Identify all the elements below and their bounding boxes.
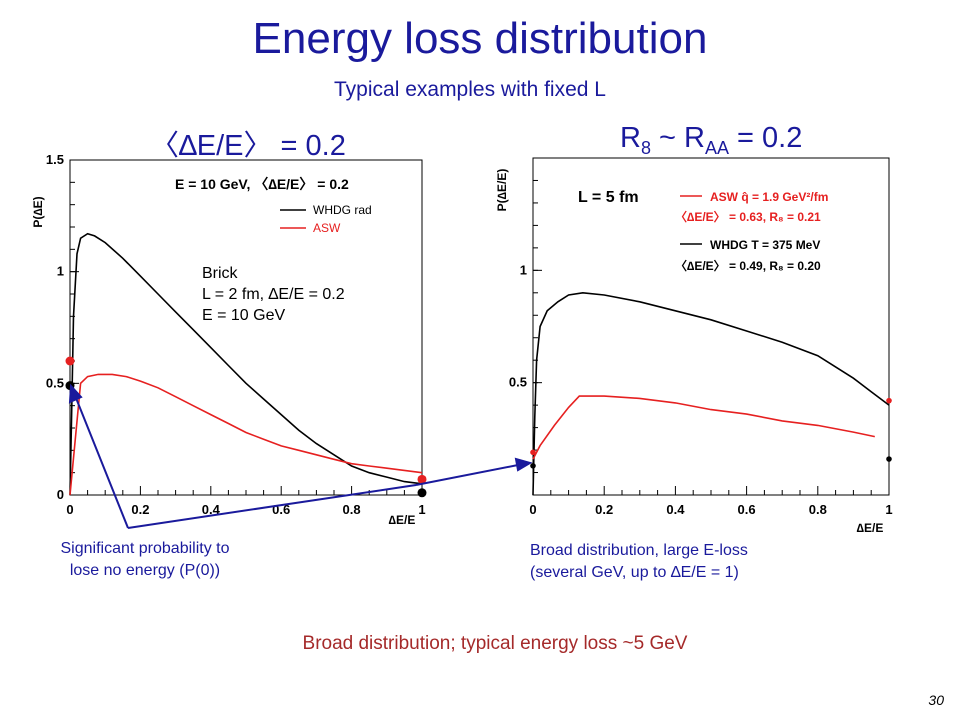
right-callout-line-1: Broad distribution, large E-loss (530, 542, 748, 559)
left-series-1-p1-marker (417, 474, 427, 484)
brick-line-1: Brick (202, 265, 238, 282)
right-legend-title: L = 5 fm (578, 189, 639, 206)
brick-annotation: Brick L = 2 fm, ∆E/E = 0.2 E = 10 GeV (202, 263, 345, 326)
right-y-tick-label: 0.5 (509, 375, 527, 390)
left-y-tick-label: 1 (57, 264, 64, 279)
left-y-tick-label: 0 (57, 487, 64, 502)
left-series-line-0 (69, 232, 423, 496)
left-y-axis-label: P(∆E) (31, 196, 45, 227)
brick-line-3: E = 10 GeV (202, 307, 286, 324)
right-series-line-1 (532, 395, 875, 460)
right-x-tick-label: 0.6 (738, 502, 756, 517)
footer-note: Broad distribution; typical energy loss … (302, 633, 688, 654)
left-series-line-1 (69, 373, 423, 496)
left-y-tick-label: 1.5 (46, 152, 64, 167)
left-legend-whdg: WHDG rad (313, 203, 372, 217)
right-y-tick-label: 1 (520, 262, 527, 277)
right-x-tick-label: 0.4 (666, 502, 685, 517)
brick-line-2: L = 2 fm, ∆E/E = 0.2 (202, 286, 345, 303)
heading-sub-8: 8 (640, 137, 651, 158)
left-series-1-p0-marker (65, 356, 75, 366)
right-legend-line-3: WHDG T = 375 MeV (710, 238, 820, 252)
right-series-0-p0-marker (530, 462, 536, 469)
left-x-tick-label: 0.2 (131, 502, 149, 517)
connector-line (127, 484, 417, 529)
right-ticks: 0 0.2 0.4 0.6 0.8 1 0.5 1 (509, 179, 893, 517)
slide-subtitle: Typical examples with fixed L (334, 78, 606, 101)
left-ticks: 0 0.2 0.4 0.6 0.8 100.511.5 (46, 152, 426, 517)
left-callout: Significant probability to lose no energ… (20, 538, 270, 582)
right-plot-frame (532, 157, 890, 496)
right-series-line-0 (532, 291, 890, 496)
callout-arrows (68, 383, 533, 529)
right-series-1-p1-marker (886, 397, 892, 404)
right-y-axis-label: P(∆E/E) (495, 169, 509, 212)
heading-value: = 0.2 (728, 122, 803, 154)
slide-number: 30 (928, 692, 944, 708)
right-x-tick-label: 0 (529, 502, 536, 517)
right-x-tick-label: 1 (885, 502, 892, 517)
right-series (530, 291, 892, 496)
left-x-tick-label: 1 (418, 502, 425, 517)
left-legend-title: E = 10 GeV, 〈∆E/E〉 = 0.2 (175, 176, 349, 192)
left-panel-heading: 〈∆E/E〉 = 0.2 (150, 130, 346, 162)
slide-title: Energy loss distribution (252, 14, 708, 63)
right-chart: 0 0.2 0.4 0.6 0.8 1 0.5 1 P(∆E/E) ∆E/E L = 5 fm… (495, 157, 893, 535)
left-legend-asw: ASW (313, 221, 341, 235)
right-callout: Broad distribution, large E-loss (severa… (530, 540, 830, 584)
left-callout-line-2: lose no energy (P(0)) (69, 562, 221, 579)
heading-r: R (620, 122, 641, 154)
right-x-axis-label: ∆E/E (857, 521, 884, 535)
arrow-head-left (68, 383, 83, 404)
right-callout-line-2: (several GeV, up to ∆E/E = 1) (530, 564, 739, 581)
right-series-0-p1-marker (886, 456, 892, 462)
left-x-axis-label: ∆E/E (389, 513, 416, 527)
right-series-1-p0-marker (530, 449, 536, 456)
right-legend-line-4: 〈∆E/E〉 = 0.49, R₈ = 0.20 (675, 258, 821, 273)
left-series-0-p1-marker (417, 488, 427, 498)
left-callout-line-1: Significant probability to (60, 540, 230, 557)
right-x-tick-label: 0.8 (809, 502, 827, 517)
left-x-tick-label: 0 (66, 502, 73, 517)
right-legend-line-2: 〈∆E/E〉 = 0.63, R₈ = 0.21 (675, 209, 821, 224)
arrow-to-left-p0 (75, 397, 129, 529)
left-x-tick-label: 0.8 (343, 502, 361, 517)
right-panel-heading: R8 ~ RAA = 0.2 (620, 122, 802, 159)
right-legend-line-1: ASW q̂ = 1.9 GeV²/fm (710, 190, 828, 204)
arrow-head-right (514, 457, 533, 472)
left-x-tick-label: 0.4 (202, 502, 221, 517)
arrow-to-right-p0 (415, 464, 519, 486)
heading-tilde-r: ~ R (650, 122, 705, 154)
right-x-tick-label: 0.2 (595, 502, 613, 517)
left-series (65, 232, 427, 498)
left-chart: 0 0.2 0.4 0.6 0.8 100.511.5 P(∆E) ∆E/E E = 10… (31, 152, 427, 527)
left-y-tick-label: 0.5 (46, 375, 64, 390)
heading-sub-aa: AA (704, 137, 729, 158)
